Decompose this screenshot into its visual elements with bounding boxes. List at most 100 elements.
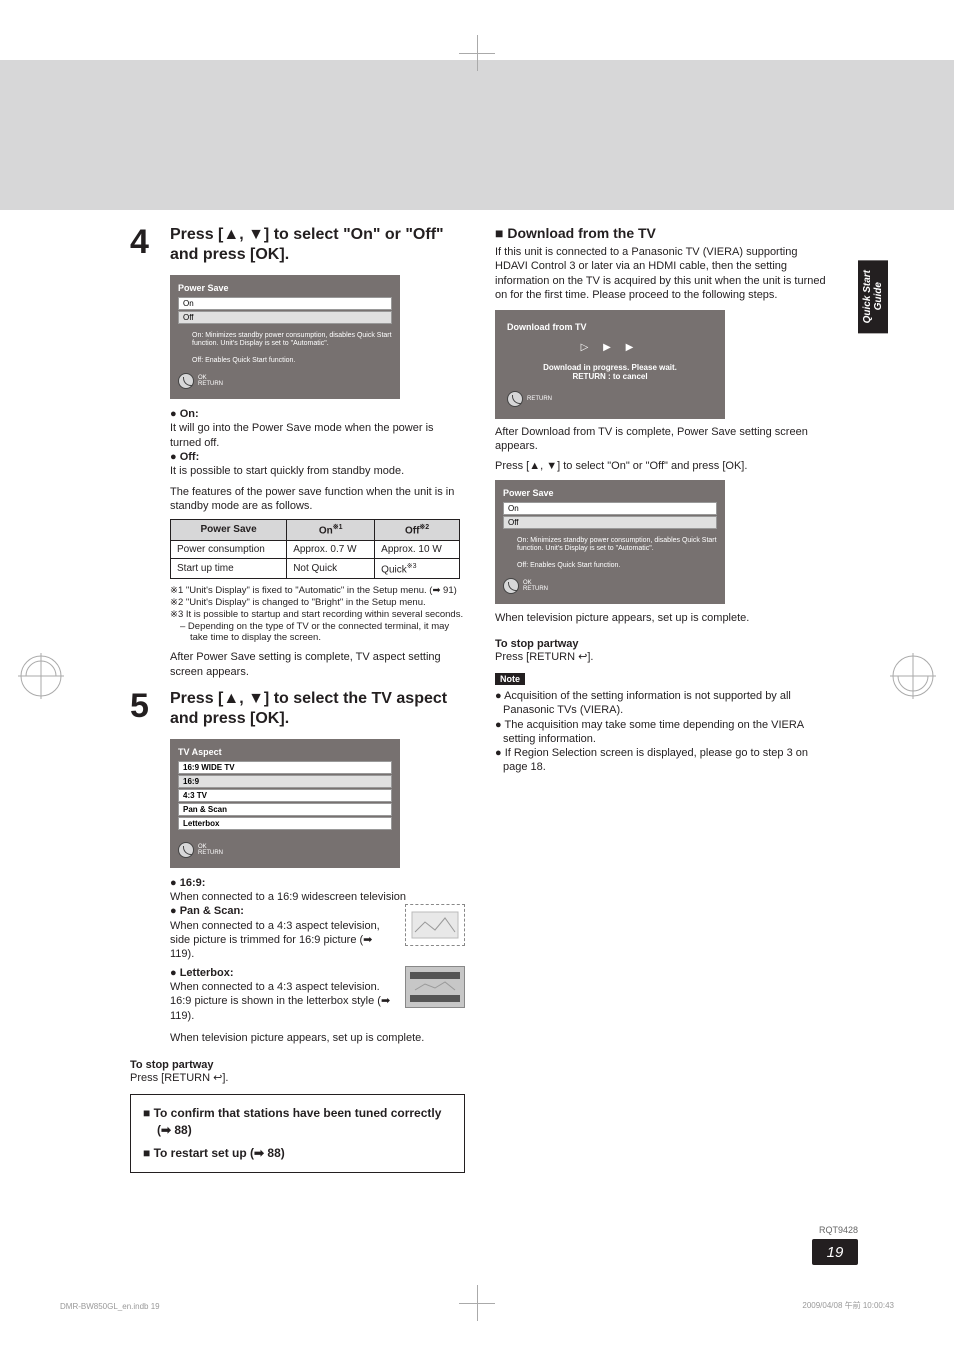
h-panscan: Pan & Scan:: [180, 905, 244, 917]
panel-explain-off: Off: Enables Quick Start function.: [192, 357, 392, 365]
off-bullet: ● Off:: [170, 450, 465, 464]
opt-letterbox: Letterbox: [178, 817, 392, 830]
th-on: On※1: [287, 520, 375, 540]
t-169: When connected to a 16:9 widescreen tele…: [170, 890, 465, 904]
return-icon: [507, 391, 523, 407]
page-number: 19: [812, 1239, 858, 1265]
download-panel: Download from TV ▷ ▶ ▶ Download in progr…: [495, 310, 725, 419]
note-3-text: If Region Selection screen is displayed,…: [503, 747, 808, 773]
header-gray-band: [0, 60, 954, 210]
return-icon: [178, 373, 194, 389]
side-tab-line1: Quick Start: [862, 270, 873, 323]
note-1-text: Acquisition of the setting information i…: [503, 690, 791, 716]
footer-left: DMR-BW850GL_en.indb 19: [60, 1302, 160, 1311]
return-labels-2: OK RETURN: [198, 844, 223, 856]
box-line-2: ■ To restart set up (➡ 88): [143, 1145, 452, 1162]
dl-panel-title: Download from TV: [507, 322, 713, 332]
dl-dots: ▷ ▶ ▶: [507, 342, 713, 353]
step-4-number: 4: [130, 225, 158, 265]
note-3: ● If Region Selection screen is displaye…: [495, 746, 830, 775]
panscan-illustration: [405, 904, 465, 946]
th-off: Off※2: [375, 520, 460, 540]
opt-43: 4:3 TV: [178, 789, 392, 802]
off-header: Off:: [180, 451, 200, 463]
h-169: 16:9:: [180, 877, 206, 889]
note-2: ● The acquisition may take some time dep…: [495, 718, 830, 747]
download-header: ■ Download from the TV: [495, 225, 830, 241]
power-save-panel-title: Power Save: [178, 283, 392, 293]
cell-10w: Approx. 10 W: [375, 540, 460, 558]
power-save-panel-2: Power Save On Off On: Minimizes standby …: [495, 480, 725, 604]
panel-return-row-2: OK RETURN: [178, 842, 392, 858]
cell-notquick: Not Quick: [287, 558, 375, 578]
step-4: 4 Press [▲, ▼] to select "On" or "Off" a…: [130, 225, 465, 265]
return-lbl-2: RETURN: [198, 850, 223, 856]
footnote-1: ※1 "Unit's Display" is fixed to "Automat…: [170, 585, 465, 597]
note-tag: Note: [495, 673, 525, 685]
tv-aspect-title: TV Aspect: [178, 747, 392, 757]
step-5: 5 Press [▲, ▼] to select the TV aspect a…: [130, 689, 465, 729]
ps2-return-lbls: OK RETURN: [523, 580, 548, 592]
stop-partway-h: To stop partway: [130, 1059, 465, 1071]
ps2-return: OK RETURN: [503, 578, 717, 594]
right-column: ■ Download from the TV If this unit is c…: [495, 225, 830, 1173]
off-text: It is possible to start quickly from sta…: [170, 464, 465, 478]
option-off: Off: [178, 311, 392, 324]
th-powersave: Power Save: [171, 520, 287, 540]
b-169: ● 16:9:: [170, 876, 465, 890]
dl-stop-t: Press [RETURN ↩].: [495, 650, 830, 663]
main-content: 4 Press [▲, ▼] to select "On" or "Off" a…: [130, 225, 830, 1173]
footnote-2: ※2 "Unit's Display" is changed to "Brigh…: [170, 597, 465, 609]
side-tab: Quick Start Guide: [858, 260, 888, 333]
ps2-off: Off: [503, 516, 717, 529]
on-text: It will go into the Power Save mode when…: [170, 421, 465, 450]
tv-aspect-panel: TV Aspect 16:9 WIDE TV 16:9 4:3 TV Pan &…: [170, 739, 400, 868]
left-column: 4 Press [▲, ▼] to select "On" or "Off" a…: [130, 225, 465, 1173]
stop-partway-t: Press [RETURN ↩].: [130, 1071, 465, 1084]
features-text: The features of the power save function …: [170, 485, 465, 514]
panel-explain-on: On: Minimizes standby power consumption,…: [192, 332, 392, 349]
return-icon: [503, 578, 519, 594]
option-on: On: [178, 297, 392, 310]
on-header: On:: [180, 408, 199, 420]
on-bullet: ● On:: [170, 407, 465, 421]
note-2-text: The acquisition may take some time depen…: [503, 719, 804, 745]
opt-169wide: 16:9 WIDE TV: [178, 761, 392, 774]
power-save-table: Power Save On※1 Off※2 Power consumption …: [170, 519, 460, 579]
opt-panscan: Pan & Scan: [178, 803, 392, 816]
ps2-ret: RETURN: [523, 586, 548, 592]
step-5-title: Press [▲, ▼] to select the TV aspect and…: [170, 689, 465, 729]
table-row: Start up time Not Quick Quick※3: [171, 558, 460, 578]
alignment-mark-right: [890, 653, 936, 699]
power-save-panel: Power Save On Off On: Minimizes standby …: [170, 275, 400, 399]
step-5-number: 5: [130, 689, 158, 729]
dl-msg1: Download in progress. Please wait.: [507, 363, 713, 372]
footnote-3a: – Depending on the type of TV or the con…: [170, 621, 465, 645]
return-lbl: RETURN: [198, 381, 223, 387]
dl-select: Press [▲, ▼] to select "On" or "Off" and…: [495, 460, 830, 472]
cell-consumption: Power consumption: [171, 540, 287, 558]
crop-mark-top: [459, 35, 495, 71]
dl-return-lbl: RETURN: [527, 396, 552, 402]
alignment-mark-left: [18, 653, 64, 699]
ps2-on: On: [503, 502, 717, 515]
cell-07w: Approx. 0.7 W: [287, 540, 375, 558]
step-4-title: Press [▲, ▼] to select "On" or "Off" and…: [170, 225, 465, 265]
dl-return: RETURN: [507, 391, 713, 407]
dl-done: When television picture appears, set up …: [495, 612, 830, 624]
dl-stop-h: To stop partway: [495, 638, 830, 650]
download-intro: If this unit is connected to a Panasonic…: [495, 245, 830, 302]
cell-startup: Start up time: [171, 558, 287, 578]
image-icon: [410, 972, 460, 1002]
ps2-title: Power Save: [503, 488, 717, 498]
setup-complete: When television picture appears, set up …: [170, 1031, 465, 1045]
footer-right: 2009/04/08 午前 10:00:43: [802, 1300, 894, 1311]
panel-return-row: OK RETURN: [178, 373, 392, 389]
letterbox-illustration: [405, 966, 465, 1008]
h-letterbox: Letterbox:: [180, 967, 234, 979]
note-1: ● Acquisition of the setting information…: [495, 689, 830, 718]
panscan-block: ● Pan & Scan: When connected to a 4:3 as…: [170, 904, 465, 961]
ps2-e1: On: Minimizes standby power consumption,…: [517, 537, 717, 554]
return-labels: OK RETURN: [198, 375, 223, 387]
return-icon: [178, 842, 194, 858]
